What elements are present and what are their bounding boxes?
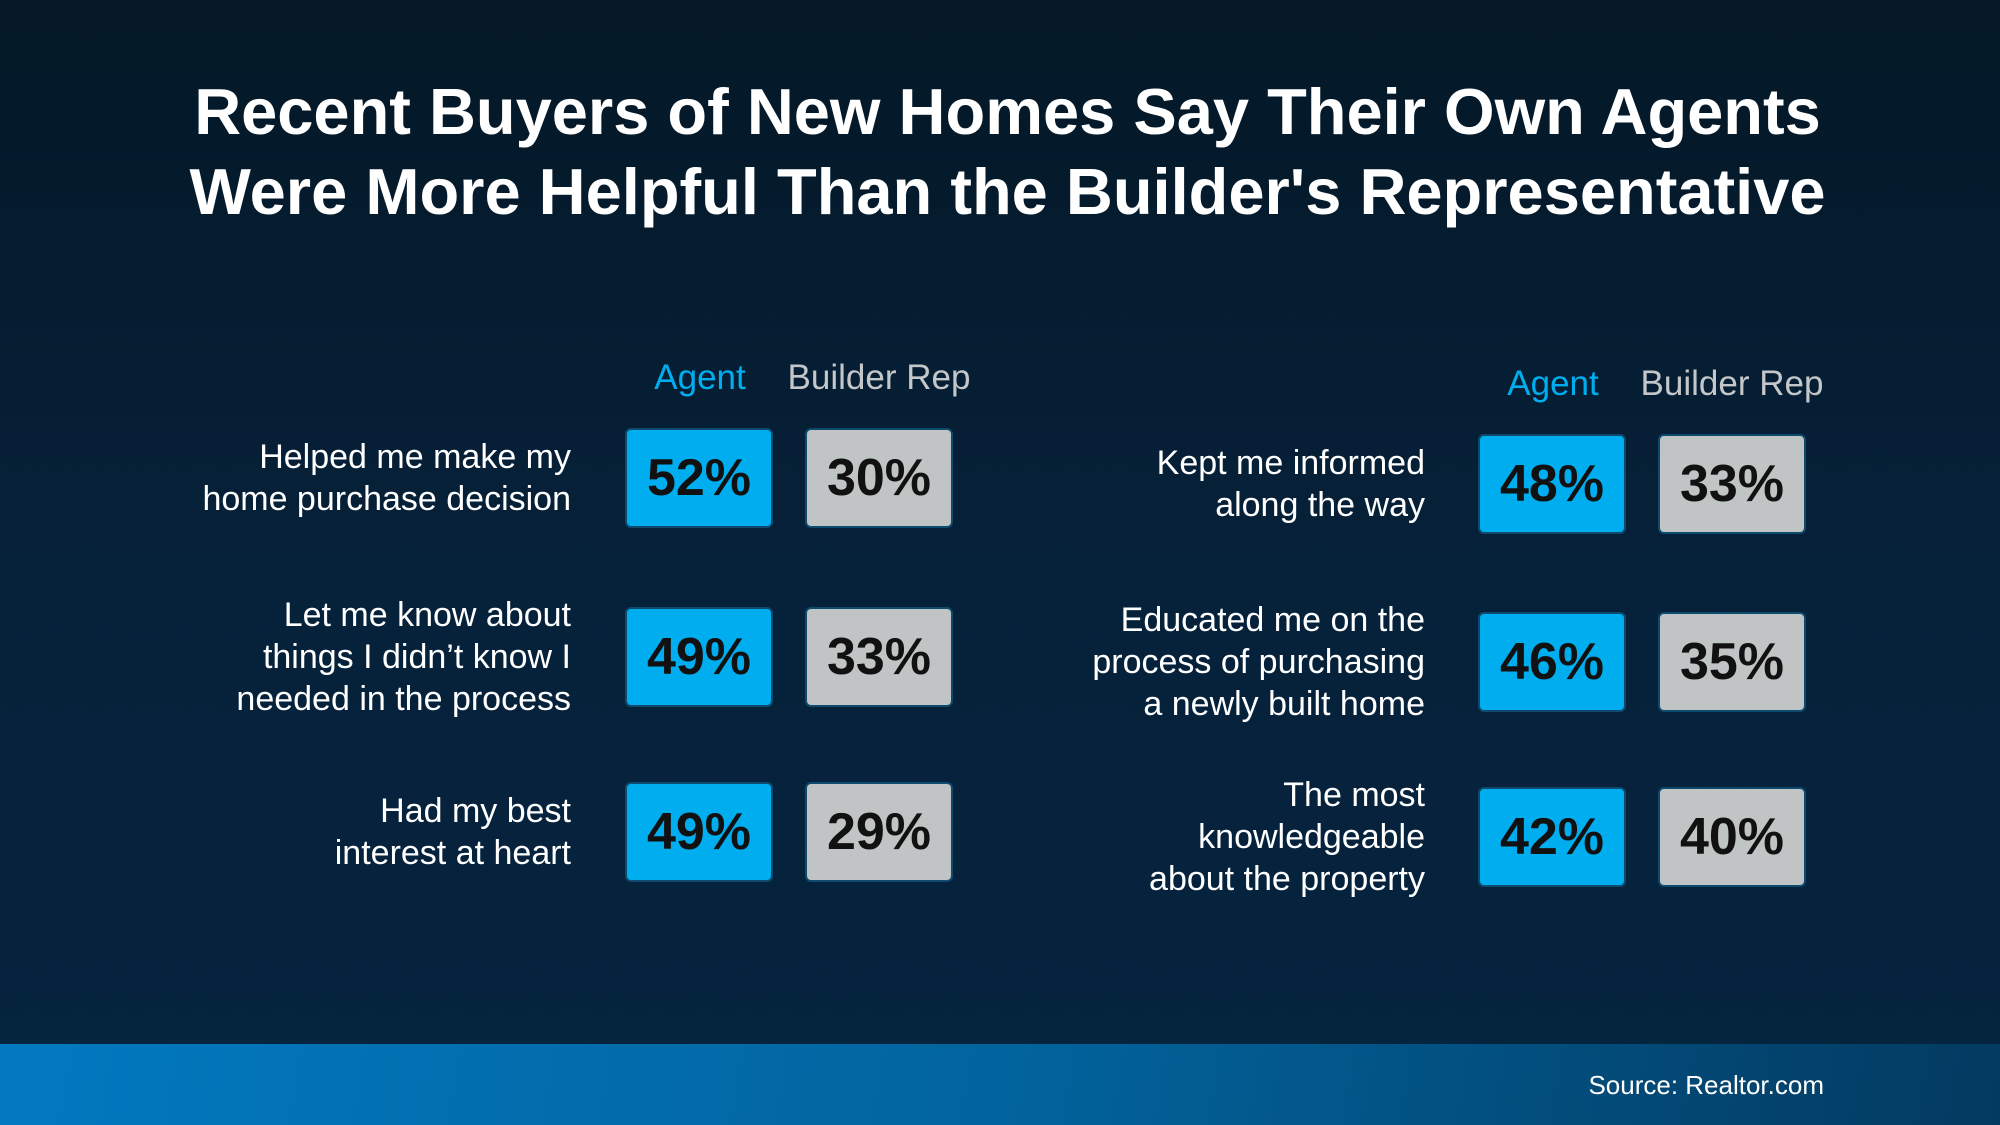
source-text: Source: Realtor.com (1588, 1070, 1824, 1100)
row-label-line: home purchase decision (202, 480, 571, 518)
agent-value-box: 49% (625, 782, 773, 882)
row-label: Helped me make my home purchase decision (131, 436, 571, 520)
row-label-line: about the property (1149, 860, 1425, 898)
agent-value-box: 46% (1478, 612, 1626, 712)
column-header-agent: Agent (654, 358, 746, 397)
row-label-line: things I didn’t know I (262, 638, 571, 676)
row-label: The most knowledgeable about the property (985, 774, 1425, 900)
title-line: Were More Helpful Than the Builder's Rep… (189, 155, 1826, 228)
row-label-line: process of purchasing (1092, 643, 1425, 681)
row-label-line: interest at heart (334, 834, 571, 872)
chart-title: Recent Buyers of New Homes Say Their Own… (0, 72, 2000, 232)
row-label-line: Educated me on the (1120, 601, 1425, 639)
row-label: Educated me on the process of purchasing a… (985, 599, 1425, 725)
builder-rep-value-box: 33% (805, 607, 953, 707)
row-label-line: Kept me informed (1156, 444, 1425, 482)
builder-rep-value-box: 29% (805, 782, 953, 882)
builder-rep-value-box: 35% (1658, 612, 1806, 712)
column-header-agent: Agent (1507, 364, 1599, 403)
row-label-line: needed in the process (236, 680, 571, 718)
row-label-line: along the way (1215, 486, 1425, 524)
column-header-builder-rep: Builder Rep (787, 358, 971, 397)
row-label-line: The most (1283, 776, 1425, 814)
row-label-line: Helped me make my (259, 438, 571, 476)
row-label-line: Let me know about (283, 596, 571, 634)
builder-rep-value-box: 33% (1658, 434, 1806, 534)
row-label-line: a newly built home (1143, 685, 1425, 723)
row-label-line: knowledgeable (1198, 818, 1425, 856)
footer-bar: Source: Realtor.com (0, 1044, 2000, 1125)
builder-rep-value-box: 40% (1658, 787, 1806, 887)
agent-value-box: 48% (1478, 434, 1626, 534)
agent-value-box: 49% (625, 607, 773, 707)
row-label: Kept me informed along the way (985, 442, 1425, 526)
agent-value-box: 42% (1478, 787, 1626, 887)
row-label: Had my best interest at heart (131, 790, 571, 874)
agent-value-box: 52% (625, 428, 773, 528)
column-header-builder-rep: Builder Rep (1640, 364, 1824, 403)
row-label: Let me know about things I didn’t know I n… (131, 594, 571, 720)
builder-rep-value-box: 30% (805, 428, 953, 528)
title-line: Recent Buyers of New Homes Say Their Own… (194, 75, 1821, 148)
row-label-line: Had my best (380, 792, 571, 830)
